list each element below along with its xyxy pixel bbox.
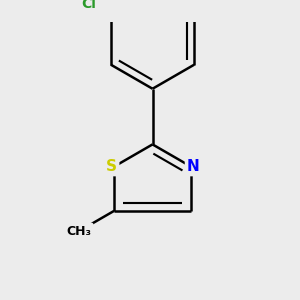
Text: S: S — [106, 159, 117, 174]
Text: N: N — [187, 159, 200, 174]
Text: CH₃: CH₃ — [67, 225, 92, 238]
Text: Cl: Cl — [82, 0, 96, 11]
